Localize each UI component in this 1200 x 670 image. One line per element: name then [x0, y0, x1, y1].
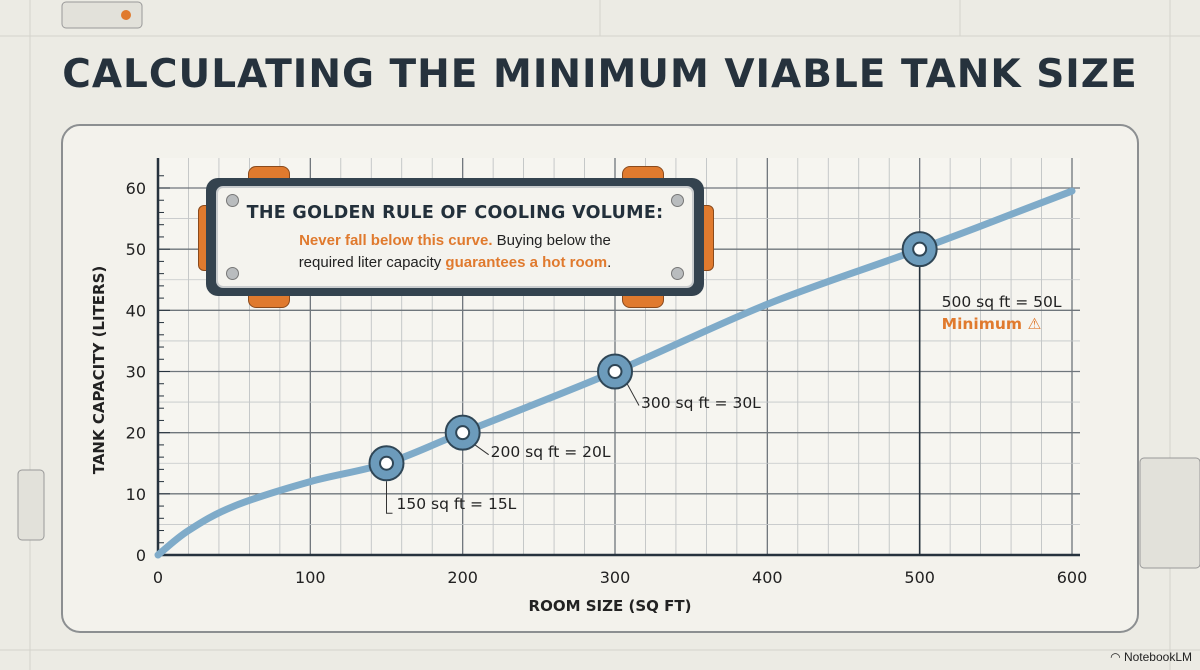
data-point-marker-hole	[607, 364, 623, 379]
y-axis-label: TANK CAPACITY (LITERS)	[90, 266, 108, 475]
data-point-marker-hole	[912, 241, 928, 257]
annotation-label: 300 sq ft = 30L	[641, 394, 761, 412]
y-tick-label: 40	[126, 301, 146, 320]
y-tick-label: 60	[126, 179, 146, 198]
annotation-text: 300 sq ft = 30L	[641, 393, 761, 412]
callout-highlight: Never fall below this curve.	[299, 232, 493, 249]
callout-text: .	[607, 254, 612, 271]
x-axis-label: ROOM SIZE (SQ FT)	[529, 597, 692, 615]
annotation-text: 500 sq ft = 50L	[941, 293, 1062, 312]
x-tick-label: 500	[904, 568, 935, 587]
minimum-text: Minimum	[941, 315, 1023, 334]
y-tick-label: 20	[126, 424, 146, 443]
brand-name: NotebookLM	[1123, 650, 1192, 664]
brand-logo: ◠ NotebookLM	[1110, 650, 1192, 664]
screw-icon	[226, 194, 239, 207]
axes	[156, 158, 1080, 557]
minimum-note: Minimum ⚠	[942, 315, 1062, 333]
data-point-marker-hole	[379, 455, 394, 471]
screw-icon	[226, 267, 239, 280]
annotation-text: 200 sq ft = 20L	[490, 442, 611, 461]
callout-highlight: guarantees a hot room	[445, 254, 608, 271]
y-tick-label: 10	[126, 485, 146, 504]
golden-rule-callout: THE GOLDEN RULE OF COOLING VOLUME: Never…	[206, 178, 704, 296]
y-tick-label: 0	[136, 546, 146, 565]
decor-indicator	[121, 10, 131, 20]
callout-heading: THE GOLDEN RULE OF COOLING VOLUME:	[246, 203, 664, 223]
tick-labels: 0 100 200 300 400 500 600 0 10 20 30 40 50 60	[126, 179, 1088, 587]
page-title: CALCULATING THE MINIMUM VIABLE TANK SIZE	[62, 52, 1138, 97]
decor-bracket	[1139, 457, 1200, 569]
callout-tab	[248, 294, 290, 308]
capacity-curve	[154, 187, 1076, 559]
x-tick-label: 100	[295, 568, 326, 587]
annotation-label: 500 sq ft = 50L Minimum ⚠	[942, 293, 1062, 333]
decor-switch	[17, 469, 45, 541]
decor-switch	[61, 1, 143, 29]
x-tick-label: 600	[1057, 568, 1088, 587]
annotation-label: 200 sq ft = 20L	[491, 443, 611, 461]
notebooklm-icon: ◠	[1110, 650, 1121, 664]
callout-tab	[622, 294, 664, 308]
screw-icon	[671, 267, 684, 280]
screw-icon	[671, 194, 684, 207]
annotation-label: 150 sq ft = 15L	[397, 495, 517, 513]
leader-line	[626, 383, 640, 406]
x-tick-label: 0	[153, 568, 163, 587]
leader-line	[474, 444, 489, 456]
x-tick-label: 200	[447, 568, 478, 587]
callout-body: Never fall below this curve. Buying belo…	[218, 230, 692, 274]
leader-line	[386, 481, 393, 514]
callout-text: required liter capacity	[298, 254, 446, 271]
warning-icon: ⚠	[1022, 315, 1042, 334]
annotation-text: 150 sq ft = 15L	[396, 495, 517, 514]
y-tick-label: 30	[126, 363, 146, 382]
data-point-marker-hole	[455, 425, 471, 441]
data-markers	[368, 231, 938, 555]
callout-text: Buying below the	[492, 232, 611, 249]
x-tick-label: 300	[600, 568, 631, 587]
y-tick-label: 50	[126, 240, 146, 259]
x-tick-label: 400	[752, 568, 783, 587]
